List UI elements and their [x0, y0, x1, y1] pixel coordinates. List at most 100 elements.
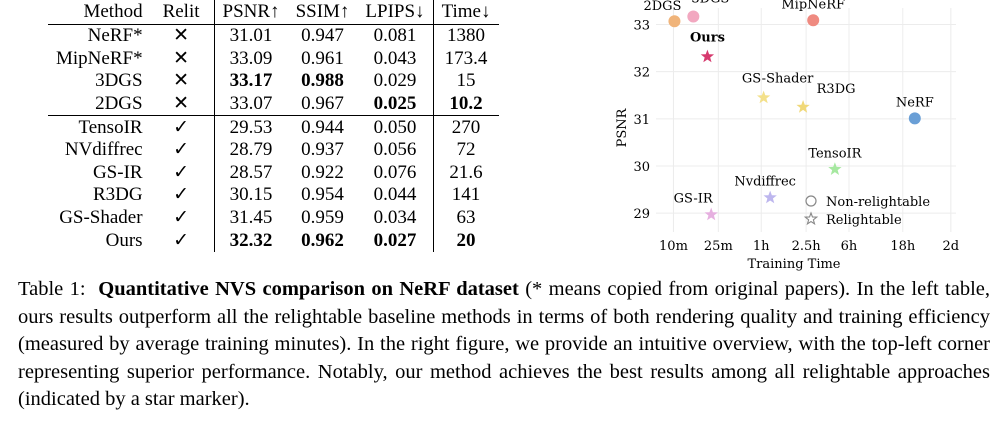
relit-cross-icon: ✕ [155, 93, 214, 116]
y-axis-label: PSNR [615, 107, 630, 147]
header-ssim: SSIM↑ [287, 0, 358, 25]
cell-lpips: 0.025 [373, 93, 417, 115]
header-time: Time↓ [432, 0, 499, 25]
cell-psnr: 28.79 [213, 138, 288, 162]
point-mipnerf [807, 14, 820, 27]
table-row: MipNeRF* ✕ 33.09 0.961 0.043 173.4 [48, 47, 499, 71]
point-label-mipnerf: MipNeRF [781, 0, 845, 12]
y-tick-label: 31 [633, 113, 650, 128]
check-icon: ✓ [173, 161, 189, 183]
check-icon: ✓ [173, 207, 189, 229]
check-icon: ✓ [173, 139, 189, 161]
x-tick-label: 10m [659, 239, 688, 254]
table-row: NVdiffrec ✓ 28.79 0.937 0.056 72 [48, 138, 499, 162]
legend-label-non-relightable: Non-relightable [826, 195, 930, 210]
cross-icon: ✕ [173, 25, 189, 47]
header-relit: Relit [154, 0, 215, 25]
point-3dgs [687, 10, 700, 23]
cell-method: GS-Shader [59, 207, 143, 229]
x-tick-label: 6h [841, 239, 858, 254]
cell-ssim: 0.944 [287, 115, 358, 139]
cell-lpips: 0.029 [373, 70, 417, 92]
cell-psnr: 30.15 [213, 184, 288, 207]
point-r3dg [796, 100, 810, 113]
cell-lpips: 0.081 [373, 25, 417, 47]
table-header-row: Method Relit PSNR↑ SSIM↑ LPIPS↓ Time↓ [48, 0, 499, 25]
cross-icon: ✕ [173, 70, 189, 92]
axis-ticks: 29 30 31 32 33 10m 25m 1h 2.5h 6h 18h 2d [633, 19, 959, 254]
cell-time: 20 [432, 229, 499, 252]
table-body: NeRF* ✕ 31.01 0.947 0.081 1380 MipNeRF* ✕ 33.09 0… [48, 24, 499, 252]
check-icon: ✓ [173, 116, 189, 138]
cell-lpips: 0.043 [373, 47, 417, 69]
relit-check-icon: ✓ [155, 229, 214, 252]
header-method: Method [48, 0, 155, 25]
point-label-3dgs: 3DGS [691, 0, 729, 6]
point-gs-shader [756, 90, 771, 104]
relit-check-icon: ✓ [155, 207, 214, 230]
point-ours [700, 49, 715, 63]
point-nvdiffrec [763, 190, 777, 204]
cell-time: 63 [432, 206, 499, 230]
cell-lpips: 0.076 [373, 161, 417, 183]
cell-psnr: 31.45 [213, 206, 288, 230]
cell-ssim: 0.967 [301, 93, 344, 115]
y-tick-label: 33 [633, 19, 650, 34]
x-tick-label: 25m [704, 239, 733, 254]
cell-time: 10.2 [432, 92, 499, 116]
results-table: Method Relit PSNR↑ SSIM↑ LPIPS↓ Time↓ Ne… [48, 0, 499, 252]
cell-lpips: 0.034 [373, 207, 417, 229]
point-label-gs-shader: GS-Shader [742, 72, 814, 87]
cell-lpips: 0.050 [357, 115, 434, 139]
y-tick-label: 32 [633, 66, 650, 81]
legend-star-icon [803, 211, 819, 226]
cell-method: Ours [105, 229, 143, 251]
x-tick-label: 18h [890, 239, 916, 254]
point-label-nvdiffrec: Nvdiffrec [734, 175, 796, 190]
table-row: R3DG ✓ 30.15 0.954 0.044 141 [48, 184, 499, 207]
x-tick-label: 2.5h [792, 239, 822, 254]
table-row: NeRF* ✕ 31.01 0.947 0.081 1380 [48, 24, 499, 48]
caption-title: Quantitative NVS comparison on NeRF data… [98, 278, 519, 300]
cell-method: NVdiffrec [64, 139, 143, 161]
cell-method: 3DGS [95, 70, 143, 92]
point-label-ours: Ours [690, 31, 725, 46]
cell-psnr: 33.17 [213, 70, 288, 93]
cell-ssim: 0.922 [301, 161, 344, 183]
relit-cross-icon: ✕ [155, 25, 214, 48]
cell-method: GS-IR [92, 161, 143, 183]
point-nerf [908, 112, 921, 125]
caption-label: Table 1: [18, 278, 86, 300]
table-caption: Table 1: Quantitative NVS comparison on … [18, 276, 990, 414]
relit-check-icon: ✓ [155, 139, 214, 162]
cell-psnr: 28.57 [213, 161, 288, 185]
cell-psnr: 31.01 [213, 24, 288, 48]
relit-check-icon: ✓ [155, 184, 214, 207]
point-label-nerf: NeRF [896, 95, 934, 110]
check-icon: ✓ [173, 229, 189, 251]
cell-ssim: 0.954 [301, 184, 344, 206]
cell-lpips: 0.044 [373, 184, 417, 206]
cell-lpips: 0.056 [373, 139, 417, 161]
cell-time: 1380 [432, 24, 499, 48]
cell-psnr: 29.53 [213, 115, 288, 139]
relit-cross-icon: ✕ [155, 48, 214, 71]
cell-time: 141 [432, 184, 499, 207]
legend-circle-icon [805, 195, 817, 207]
check-icon: ✓ [173, 184, 189, 206]
point-tensoir [828, 162, 842, 175]
cell-time: 72 [432, 138, 499, 162]
relit-check-icon: ✓ [155, 162, 214, 185]
y-tick-label: 29 [633, 207, 650, 222]
table-row: 2DGS ✕ 33.07 0.967 0.025 10.2 [48, 92, 499, 116]
cell-psnr: 33.07 [213, 92, 288, 116]
header-lpips: LPIPS↓ [357, 0, 434, 25]
cross-icon: ✕ [173, 47, 189, 69]
point-label-r3dg: R3DG [817, 82, 856, 97]
point-label-2dgs: 2DGS [643, 0, 681, 14]
cell-psnr: 32.32 [213, 229, 288, 252]
cell-method: R3DG [92, 184, 143, 206]
table-row: GS-Shader ✓ 31.45 0.959 0.034 63 [48, 206, 499, 230]
legend-label-relightable: Relightable [826, 213, 902, 228]
